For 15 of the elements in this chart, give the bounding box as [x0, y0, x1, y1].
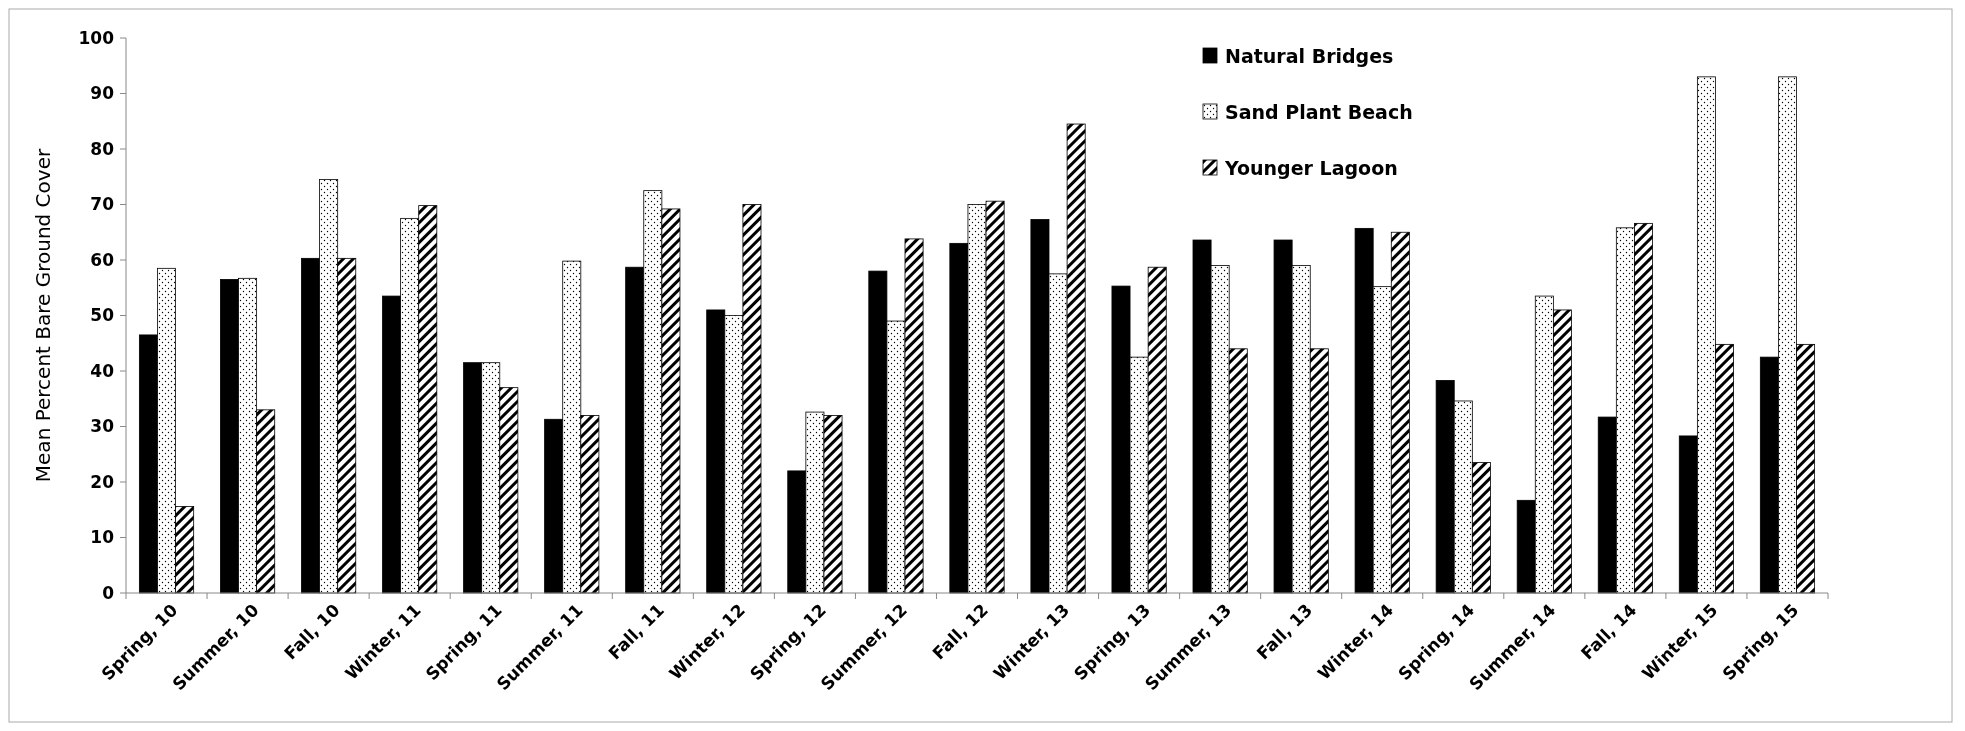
y-tick-label: 100: [78, 27, 115, 48]
legend-label: Younger Lagoon: [1224, 156, 1398, 179]
y-tick-label: 60: [90, 249, 115, 270]
legend-label: Sand Plant Beach: [1225, 100, 1413, 123]
y-tick-label: 40: [90, 360, 115, 381]
y-tick-label: 30: [90, 416, 115, 437]
legend-label: Natural Bridges: [1225, 44, 1394, 67]
y-tick-label: 50: [90, 305, 115, 326]
y-tick-label: 90: [90, 83, 115, 104]
y-tick-label: 80: [90, 138, 115, 159]
y-tick-label: 20: [90, 471, 115, 492]
y-tick-label: 70: [90, 194, 115, 215]
y-tick-label: 0: [102, 582, 115, 603]
y-axis-title: Mean Percent Bare Ground Cover: [31, 148, 55, 483]
y-tick-label: 10: [90, 527, 115, 548]
